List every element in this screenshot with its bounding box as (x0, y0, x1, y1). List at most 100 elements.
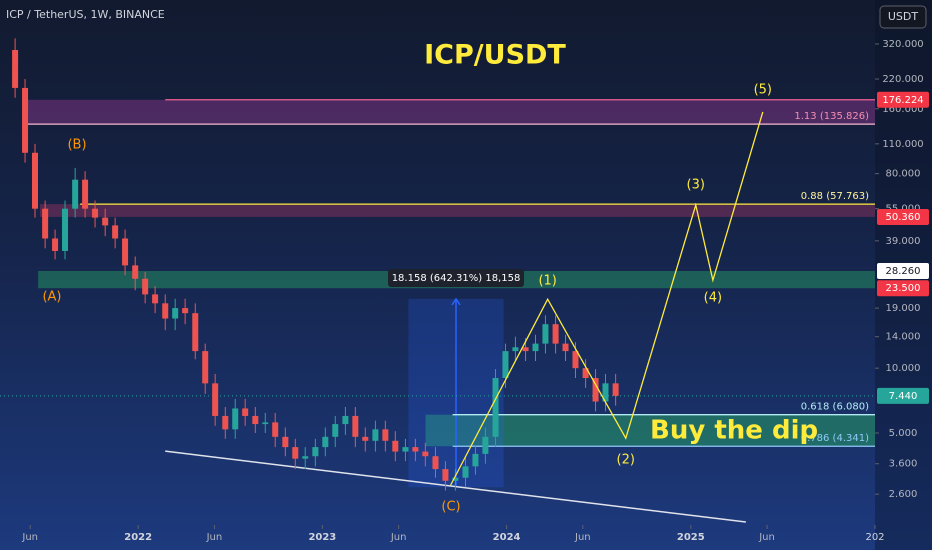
candle-body (32, 152, 38, 209)
x-tick-label: Jun (206, 532, 223, 543)
price-badge (877, 262, 929, 279)
wave-label: (5) (754, 82, 772, 97)
y-tick-label: 160.000 (882, 104, 923, 115)
wave-label: (1) (538, 274, 556, 289)
price-badge-label: 176.224 (882, 95, 923, 106)
corrective-label: (C) (441, 500, 460, 515)
candle-body (412, 447, 419, 452)
y-tick-label: 320.000 (882, 39, 923, 50)
wave-line (450, 111, 764, 486)
candle-body (482, 436, 489, 454)
candle-body (442, 469, 449, 481)
x-tick-label: 2024 (493, 532, 521, 543)
annotation: Buy the dip (650, 416, 818, 446)
candle-body (522, 347, 529, 352)
fib-label: 0.618 (6.080) (801, 402, 869, 413)
y-tick-label: 2.600 (889, 489, 918, 500)
candle-body (22, 87, 29, 153)
measure-arrowhead (451, 297, 461, 306)
y-tick-label: 220.000 (882, 74, 923, 85)
candle-body (532, 343, 539, 352)
currency-button[interactable] (879, 5, 927, 29)
candle-body (262, 422, 269, 425)
candle-body (172, 308, 179, 319)
x-tick-label: Jun (574, 532, 591, 543)
candle-body (432, 456, 439, 470)
candle-body (52, 238, 59, 251)
candle-body (292, 447, 299, 459)
x-tick-label: Jun (758, 532, 775, 543)
currency-button-label[interactable]: USDT (888, 10, 919, 23)
measure-tooltip-bg (388, 268, 525, 287)
candle-body (422, 451, 429, 457)
candle-body (82, 179, 89, 209)
candle-body (232, 408, 239, 430)
zone (39, 204, 875, 217)
candle-body (402, 447, 409, 452)
fib-label: 0.786 (4.341) (801, 433, 869, 444)
candle-body (132, 265, 139, 279)
fib-label: 0.88 (57.763) (801, 191, 869, 202)
candle-body (182, 308, 189, 314)
candle-body (562, 343, 569, 352)
corrective-label: (B) (67, 138, 86, 153)
candle-body (102, 217, 109, 226)
price-badge (877, 280, 929, 297)
candle-body (122, 238, 129, 266)
candle-body (462, 466, 469, 478)
candle-body (602, 383, 609, 402)
corrective-label: (A) (42, 290, 61, 305)
x-tick-label: Jun (21, 532, 38, 543)
candle-body (202, 351, 209, 384)
candle-body (332, 424, 339, 437)
fib-label: 1.13 (135.826) (794, 111, 869, 122)
price-badge (877, 387, 929, 404)
candle-body (282, 436, 289, 448)
candle-body (62, 208, 69, 251)
x-tick-label: Jun (390, 532, 407, 543)
price-badge-label: 7.440 (889, 391, 918, 402)
candle-body (572, 351, 579, 369)
candle-body (372, 429, 379, 441)
candle-body (112, 225, 119, 239)
candle-body (342, 415, 349, 425)
price-badge-label: 28.260 (886, 266, 921, 277)
candle-body (612, 383, 619, 396)
candle-body (142, 278, 149, 295)
y-tick-label: 19.000 (886, 303, 921, 314)
candle-body (502, 351, 509, 379)
y-tick-label: 14.000 (886, 332, 921, 343)
candle-body (272, 422, 279, 437)
price-badge (877, 91, 929, 108)
candle-body (152, 294, 159, 304)
candle-body (222, 415, 229, 430)
x-tick-label: 2025 (677, 532, 705, 543)
y-tick-label: 80.000 (886, 169, 921, 180)
candle-body (302, 456, 309, 459)
candle-body (452, 477, 459, 481)
candle-body (192, 313, 199, 352)
candle-body (592, 378, 599, 402)
wave-label: (4) (704, 291, 722, 306)
x-tick-label: 2023 (308, 532, 336, 543)
price-badge (877, 208, 929, 225)
price-badge-label: 23.500 (886, 283, 921, 294)
candle-body (392, 440, 399, 452)
wave-label: (3) (687, 178, 705, 193)
zone (425, 414, 875, 447)
candle-body (472, 453, 479, 467)
candle-body (312, 447, 319, 457)
candle-body (362, 436, 369, 441)
x-tick-label: 202 (865, 532, 884, 543)
y-tick-label: 5.000 (889, 428, 918, 439)
y-tick-label: 10.000 (886, 363, 921, 374)
price-badge-label: 50.360 (886, 212, 921, 223)
candle-body (162, 303, 169, 319)
symbol-title: ICP / TetherUS, 1W, BINANCE (6, 8, 165, 21)
y-tick-label: 39.000 (886, 236, 921, 247)
candle-body (512, 347, 519, 352)
zone (28, 99, 875, 125)
candle-body (492, 378, 499, 437)
x-tick-label: 2022 (124, 532, 152, 543)
